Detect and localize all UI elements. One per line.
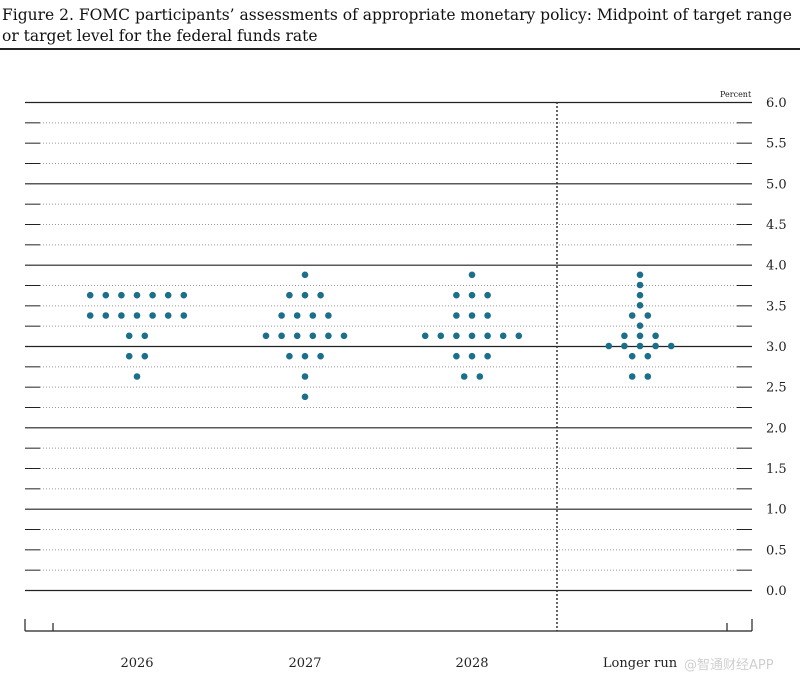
dot-2028	[484, 352, 491, 360]
dot-2028	[468, 312, 476, 319]
dot-2028	[437, 332, 445, 340]
dot-2027	[325, 312, 332, 319]
dot-2027	[278, 312, 285, 319]
dot-2028	[453, 332, 460, 340]
y-axis-label: Percent	[720, 90, 752, 99]
dot-2026	[149, 312, 156, 319]
dot-2026	[118, 312, 125, 319]
dot-2026	[86, 312, 94, 319]
dot-2026	[86, 291, 94, 299]
y-tick-label: 0.0	[766, 584, 787, 599]
dot-2027	[262, 332, 270, 340]
dot-2028	[484, 312, 491, 319]
dot-2027	[286, 291, 293, 299]
dot-2027	[309, 332, 317, 340]
dot-longer-run	[644, 373, 652, 380]
dot-2027	[293, 312, 301, 319]
dot-2028	[515, 332, 523, 340]
dot-longer-run	[652, 342, 659, 350]
dot-2026	[180, 312, 188, 319]
dot-longer-run	[628, 312, 636, 319]
dot-longer-run	[667, 342, 675, 350]
dot-2028	[484, 332, 491, 340]
dot-2026	[102, 312, 110, 319]
dot-2026	[125, 332, 133, 340]
dot-2027	[317, 291, 324, 299]
x-category-label: 2028	[455, 656, 488, 671]
dot-longer-run	[605, 342, 613, 350]
dot-longer-run	[636, 322, 644, 329]
dot-2027	[286, 352, 293, 360]
dot-2027	[301, 393, 309, 401]
y-tick-label: 6.0	[766, 96, 787, 111]
x-category-label: Longer run	[603, 656, 678, 671]
dot-2028	[453, 352, 460, 360]
dot-2026	[164, 291, 172, 299]
y-tick-label: 5.5	[766, 137, 787, 152]
dot-longer-run	[621, 332, 628, 340]
dot-longer-run	[652, 332, 659, 340]
y-tick-label: 5.0	[766, 177, 787, 192]
y-tick-label: 2.0	[766, 421, 787, 436]
dot-longer-run	[636, 271, 644, 279]
dot-2026	[149, 291, 156, 299]
dot-2026	[133, 312, 141, 319]
dot-2028	[476, 373, 484, 380]
dot-2027	[301, 271, 309, 279]
dot-longer-run	[628, 373, 636, 380]
dot-2028	[421, 332, 429, 340]
dot-2027	[278, 332, 285, 340]
dot-longer-run	[644, 352, 652, 360]
dot-longer-run	[636, 342, 644, 350]
y-tick-label: 1.0	[766, 503, 787, 518]
dot-2028	[468, 332, 476, 340]
dot-2027	[301, 291, 309, 299]
dot-2026	[141, 332, 149, 340]
dot-longer-run	[636, 332, 644, 340]
dot-2028	[468, 352, 476, 360]
y-tick-label: 3.5	[766, 299, 787, 314]
dot-2026	[180, 291, 188, 299]
y-tick-label: 0.5	[766, 543, 787, 558]
dot-2028	[484, 291, 491, 299]
dot-2028	[460, 373, 468, 380]
dot-2027	[317, 352, 324, 360]
dot-2026	[118, 291, 125, 299]
dot-2027	[301, 352, 309, 360]
dot-longer-run	[636, 281, 644, 289]
dot-longer-run	[628, 352, 636, 360]
dot-2028	[468, 271, 476, 279]
dot-2026	[133, 291, 141, 299]
dot-2026	[141, 352, 149, 360]
y-tick-label: 1.5	[766, 462, 787, 477]
dot-2028	[468, 291, 476, 299]
y-tick-label: 2.5	[766, 381, 787, 396]
dot-longer-run	[644, 312, 652, 319]
y-tick-label: 4.0	[766, 259, 787, 274]
dot-2028	[453, 312, 460, 319]
title-rule	[0, 48, 800, 50]
dot-2027	[325, 332, 332, 340]
dot-2027	[340, 332, 348, 340]
x-category-label: 2027	[288, 656, 321, 671]
dot-longer-run	[621, 342, 628, 350]
dot-longer-run	[636, 291, 644, 299]
chart-title: Figure 2. FOMC participants’ assessments…	[2, 6, 792, 45]
dot-2026	[102, 291, 110, 299]
x-category-label: 2026	[120, 656, 153, 671]
dot-2026	[125, 352, 133, 360]
y-tick-label: 4.5	[766, 218, 787, 233]
dot-2026	[133, 373, 141, 380]
dot-2027	[309, 312, 317, 319]
watermark: @智通财经APP	[684, 658, 774, 673]
dot-2027	[301, 373, 309, 380]
dot-2028	[499, 332, 507, 340]
dot-2027	[293, 332, 301, 340]
y-tick-label: 3.0	[766, 340, 787, 355]
dot-2026	[164, 312, 172, 319]
dot-longer-run	[636, 302, 644, 309]
dot-2028	[453, 291, 460, 299]
